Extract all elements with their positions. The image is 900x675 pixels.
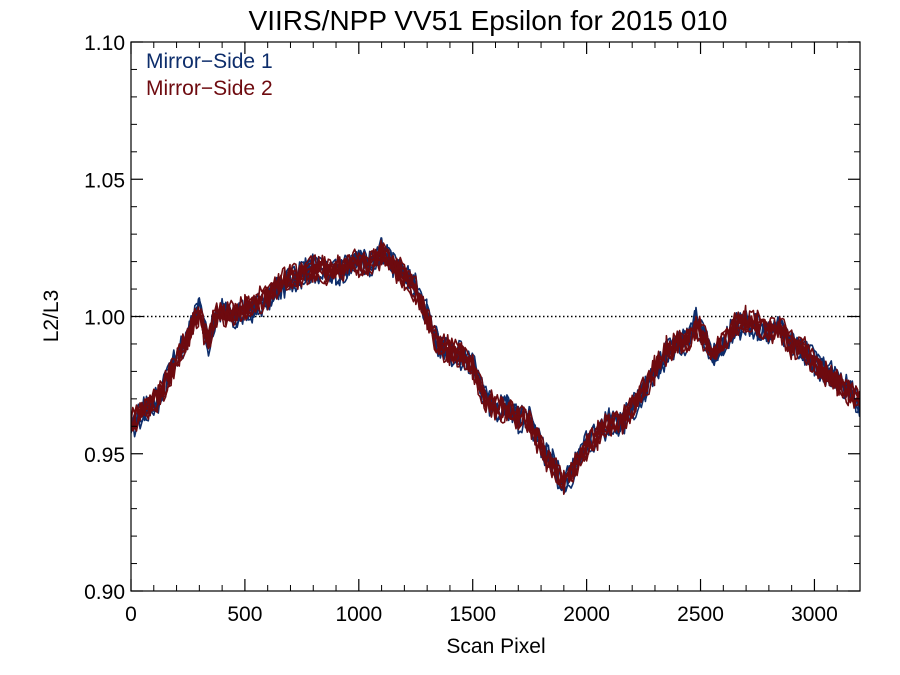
series-2-line [131, 251, 860, 490]
y-tick-label: 1.05 [84, 169, 125, 192]
legend: Mirror−Side 1 Mirror−Side 2 [146, 50, 273, 100]
x-tick-label: 0 [125, 603, 137, 626]
legend-item-2: Mirror−Side 2 [146, 77, 273, 100]
series-1-line [131, 246, 860, 493]
series-1-line [131, 237, 860, 489]
series-1-line [131, 251, 860, 495]
x-tick-label: 1500 [449, 603, 496, 626]
y-tick-label: 1.10 [84, 32, 125, 55]
series-1-line [131, 243, 860, 490]
x-axis-label: Scan Pixel [446, 635, 545, 658]
y-tick-label: 0.90 [84, 581, 125, 604]
series-2-band [131, 239, 860, 495]
x-tick-label: 1000 [335, 603, 382, 626]
series-layer [131, 237, 860, 495]
series-1-line [131, 245, 860, 492]
legend-item-1: Mirror−Side 1 [146, 50, 273, 73]
y-axis-label: L2/L3 [40, 290, 63, 343]
x-tick-label: 2500 [677, 603, 724, 626]
series-2-line [131, 245, 860, 486]
y-tick-label: 0.95 [84, 444, 125, 467]
chart-title: VIIRS/NPP VV51 Epsilon for 2015 010 [249, 5, 728, 36]
series-1-band [131, 237, 860, 495]
x-tick-label: 500 [227, 603, 262, 626]
series-2-line [131, 252, 860, 495]
series-1-line [131, 247, 860, 493]
series-2-line [131, 251, 860, 487]
y-tick-label: 1.00 [84, 307, 125, 330]
x-tick-label: 2000 [563, 603, 610, 626]
x-tick-label: 3000 [791, 603, 838, 626]
series-2-line [131, 239, 860, 485]
axes-layer: 0 500 1000 1500 2000 2500 3000 0.90 0.95 1.00 1.05… [84, 32, 861, 626]
series-2-line [131, 243, 860, 485]
